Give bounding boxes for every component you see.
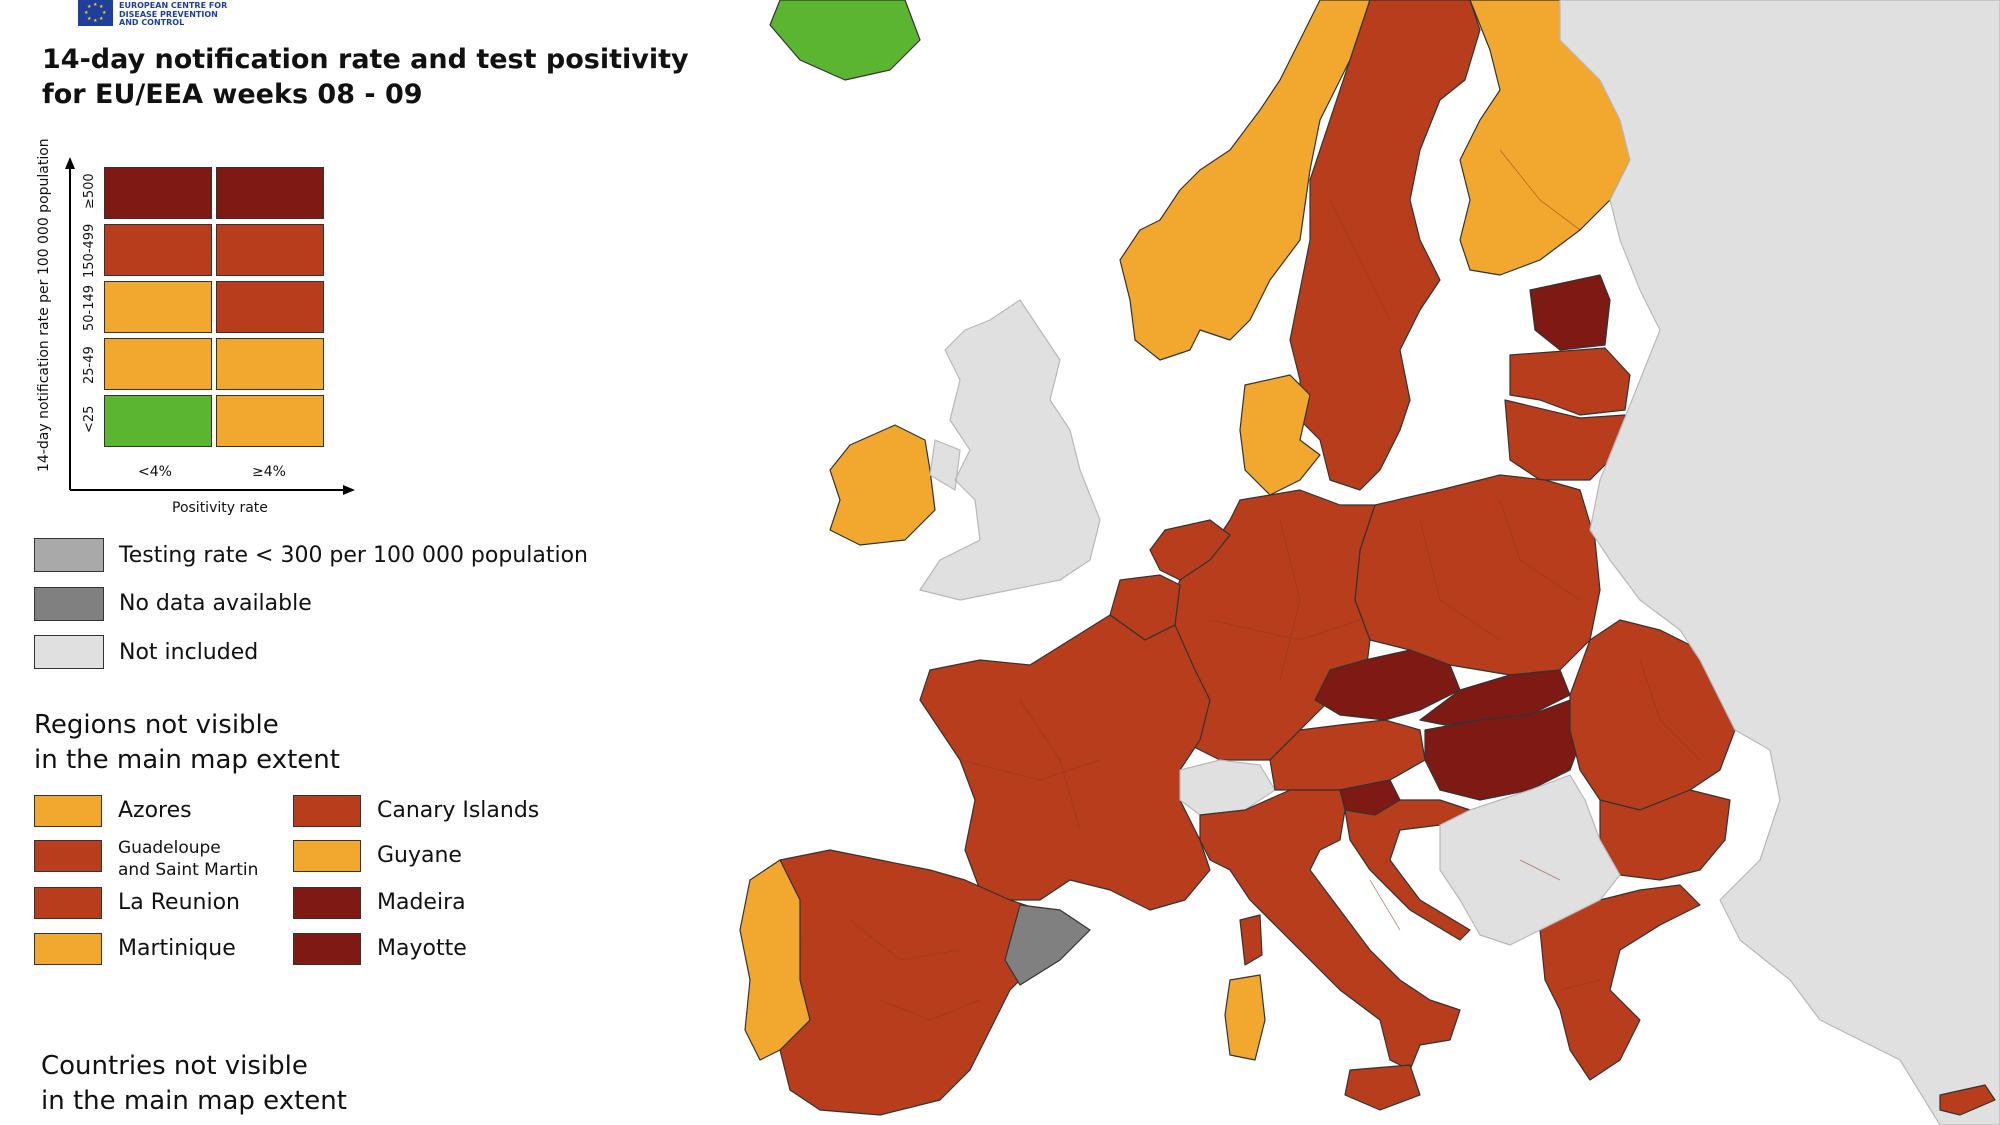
section-title-line: Countries not visible [41,1051,308,1081]
title-line: for EU/EEA weeks 08 - 09 [42,79,423,110]
not-included-label: Not included [119,640,259,665]
map-region-czechia [1314,649,1461,721]
map-region-poland [1354,474,1601,676]
legend-matrix-cell [104,281,212,333]
map-region-estonia [1529,274,1611,351]
map-region-corsica [1239,914,1263,966]
region-swatch [293,887,361,919]
org-line: EUROPEAN CENTRE FOR [119,1,228,10]
section-title-line: in the main map extent [34,745,340,775]
map-region-lithuania [1504,399,1626,481]
legend-matrix-cell [216,338,324,390]
map-region-switzerland [1179,759,1276,816]
legend-matrix-cell [216,167,324,219]
legend-matrix-cell [104,167,212,219]
legend-matrix-cell [216,395,324,447]
region-border-line [879,999,981,1021]
region-border-line [1329,199,1391,321]
legend-matrix-cell [104,338,212,390]
region-border-line [1499,499,1581,601]
ecdc-logo: ★ ★ ★ ★ ★ ★ ★ ★ EUROPEAN CENTRE FOR DISEASE … [78,0,227,28]
region-label: La Reunion [118,890,240,915]
map-region-latvia [1509,347,1631,416]
map-region-sicily [1344,1064,1421,1111]
regions-section-title: Regions not visible in the main map exte… [34,708,340,778]
map-region-croatia [1344,799,1471,941]
region-border-line [849,919,961,961]
map-region-eastern-europe [1559,0,2000,1125]
title-line: 14-day notification rate and test positi… [42,44,689,75]
map-region-romania [1569,619,1736,811]
region-swatch [293,933,361,965]
legend-axes [65,157,355,495]
map-region-greece [1539,884,1701,1081]
map-region-portugal [739,859,811,1061]
region-label: Guyane [377,843,462,868]
region-swatch [34,840,102,872]
not-included-swatch [34,635,104,669]
legend-matrix-cell [216,281,324,333]
region-swatch [293,840,361,872]
org-line: DISEASE PREVENTION [119,9,218,19]
region-label: Azores [118,798,192,823]
y-tick-label: ≥500 [82,173,97,209]
region-label: Madeira [377,890,466,915]
x-axis-title: Positivity rate [172,500,268,516]
region-label: Guadeloupe and Saint Martin [118,838,259,880]
y-axis-title: 14-day notification rate per 100 000 pop… [36,138,52,472]
map-region-norway [1119,0,1371,361]
map-region-netherlands [1149,519,1231,581]
region-border-line [1559,979,1601,991]
region-border-line [959,759,1101,781]
y-tick-label: 50-149 [82,284,97,331]
map-region-sweden [1289,0,1481,491]
region-border-line [1209,619,1361,641]
map-region-denmark [1239,374,1321,496]
map-region-sardinia [1224,974,1266,1061]
region-border-line [1639,659,1701,761]
map-region-balkans [1439,774,1621,946]
map-region-italy [1199,789,1461,1071]
section-title-line: Regions not visible [34,710,279,740]
region-border-line [1019,699,1081,831]
org-name: EUROPEAN CENTRE FOR DISEASE PREVENTION A… [119,0,227,28]
map-region-france [919,614,1211,911]
region-border-line [1499,149,1581,231]
map-region-united-kingdom [919,299,1101,601]
no-data-swatch [34,587,104,621]
map-title: 14-day notification rate and test positi… [42,42,689,112]
region-border-line [1369,879,1401,931]
map-region-iceland [769,0,921,81]
legend-matrix-cell [104,395,212,447]
legend-matrix-cell [216,224,324,276]
org-line: AND CONTROL [119,18,185,27]
x-tick-label: <4% [138,464,172,480]
legend-matrix-cell [104,224,212,276]
map-region-cyprus [1939,1084,1996,1116]
eu-flag-icon: ★ ★ ★ ★ ★ ★ ★ ★ [78,0,113,26]
region-swatch [34,933,102,965]
region-label: Mayotte [377,936,467,961]
no-data-label: No data available [119,591,312,616]
y-tick-label: 25-49 [82,346,97,384]
testing-rate-label: Testing rate < 300 per 100 000 populatio… [119,543,589,568]
region-border-line [1419,519,1501,641]
y-tick-label: 150-499 [82,223,97,278]
region-border-line [1279,519,1301,681]
region-swatch [293,795,361,827]
region-border-line [1519,859,1561,881]
map-region-hungary [1424,699,1586,801]
region-label: Martinique [118,936,236,961]
y-tick-label: <25 [82,405,97,433]
region-swatch [34,887,102,919]
map-region-ireland [829,424,936,546]
testing-rate-swatch [34,538,104,572]
countries-section-title: Countries not visible in the main map ex… [41,1049,347,1119]
map-region-catalonia [1004,904,1091,986]
region-swatch [34,795,102,827]
section-title-line: in the main map extent [41,1086,347,1116]
region-label: Canary Islands [377,798,540,823]
x-tick-label: ≥4% [252,464,286,480]
